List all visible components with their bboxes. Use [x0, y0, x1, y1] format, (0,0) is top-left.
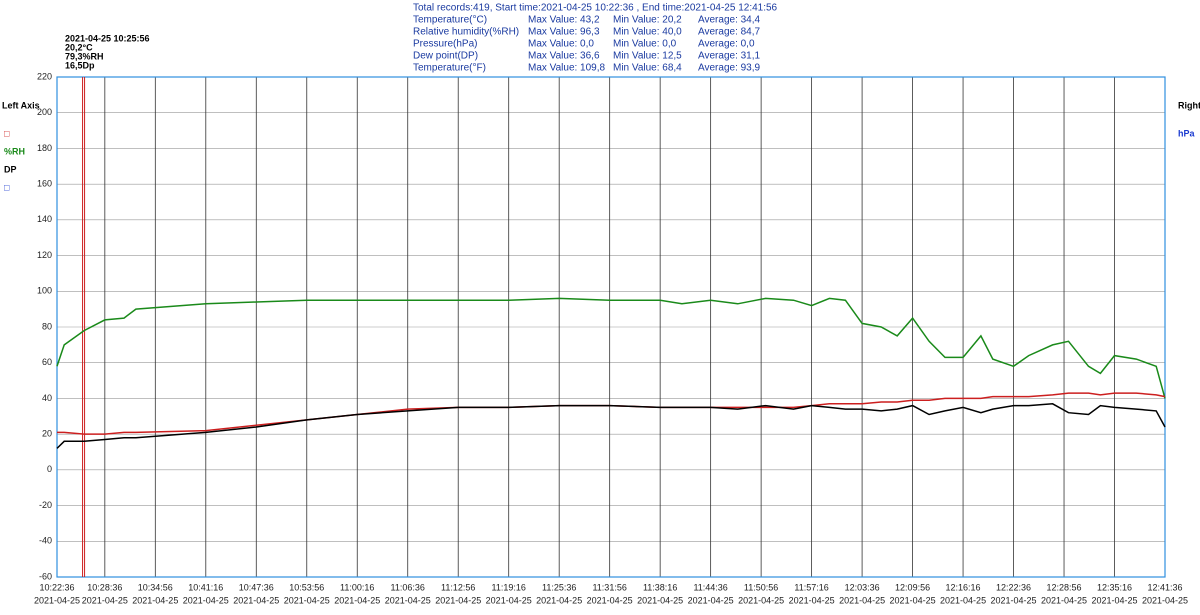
stat-text: Max Value: 0,0 [528, 39, 594, 50]
y-tick-label: 200 [37, 107, 52, 117]
x-tick-label: 10:53:56 [289, 582, 324, 592]
x-tick-label: 11:44:36 [693, 582, 727, 592]
x-tick-date: 2021-04-25 [82, 595, 128, 605]
x-tick-label: 11:50:56 [744, 582, 778, 592]
left-axis-item: □ [4, 128, 10, 138]
y-tick-label: 160 [37, 179, 52, 189]
cursor-time: 2021-04-25 10:25:56 [65, 33, 150, 43]
stat-text: Max Value: 96,3 [528, 27, 600, 38]
stat-text: Pressure(hPa) [413, 39, 477, 50]
x-tick-label: 11:25:36 [542, 582, 576, 592]
x-tick-date: 2021-04-25 [1142, 595, 1188, 605]
plot-frame [56, 76, 1166, 578]
x-tick-label: 11:06:36 [391, 582, 425, 592]
stat-text: Average: 31,1 [698, 51, 761, 62]
y-tick-label: 80 [42, 321, 52, 331]
y-tick-label: -20 [39, 500, 52, 510]
x-tick-date: 2021-04-25 [435, 595, 481, 605]
stat-text: Average: 93,9 [698, 63, 761, 74]
x-tick-date: 2021-04-25 [890, 595, 936, 605]
x-tick-label: 12:35:16 [1097, 582, 1132, 592]
x-tick-date: 2021-04-25 [284, 595, 330, 605]
x-tick-label: 10:47:36 [239, 582, 274, 592]
x-tick-date: 2021-04-25 [334, 595, 380, 605]
x-tick-label: 12:28:56 [1047, 582, 1082, 592]
y-tick-label: 140 [37, 214, 52, 224]
x-tick-date: 2021-04-25 [587, 595, 633, 605]
x-tick-label: 12:16:16 [946, 582, 981, 592]
y-tick-label: 180 [37, 143, 52, 153]
x-tick-label: 12:03:36 [845, 582, 880, 592]
stat-text: Relative humidity(%RH) [413, 27, 519, 38]
x-tick-date: 2021-04-25 [688, 595, 734, 605]
x-tick-label: 10:28:36 [87, 582, 122, 592]
x-tick-date: 2021-04-25 [738, 595, 784, 605]
x-tick-date: 2021-04-25 [637, 595, 683, 605]
x-tick-date: 2021-04-25 [536, 595, 582, 605]
x-tick-label: 10:34:56 [138, 582, 173, 592]
stat-text: Average: 84,7 [698, 27, 761, 38]
y-tick-label: 60 [42, 357, 52, 367]
x-tick-label: 11:38:16 [643, 582, 677, 592]
x-tick-date: 2021-04-25 [991, 595, 1037, 605]
x-tick-date: 2021-04-25 [486, 595, 532, 605]
left-axis-item: %RH [4, 146, 25, 156]
x-tick-label: 10:22:36 [39, 582, 74, 592]
y-tick-label: -40 [39, 536, 52, 546]
stat-text: Dew point(DP) [413, 51, 478, 62]
x-tick-label: 12:41:36 [1147, 582, 1182, 592]
x-tick-date: 2021-04-25 [1091, 595, 1137, 605]
stat-text: Max Value: 43,2 [528, 15, 600, 26]
stat-text: Temperature(°C) [413, 15, 487, 26]
right-axis-title: Right Axis [1178, 100, 1200, 110]
right-axis-item: hPa [1178, 128, 1196, 138]
stat-text: Average: 34,4 [698, 15, 761, 26]
stat-text: Max Value: 36,6 [528, 51, 600, 62]
left-axis-title: Left Axis [2, 100, 40, 110]
x-tick-label: 11:00:16 [340, 582, 374, 592]
cursor-temperature: 20,2°C [65, 42, 93, 52]
y-tick-label: 100 [37, 286, 52, 296]
x-tick-date: 2021-04-25 [1041, 595, 1087, 605]
x-tick-date: 2021-04-25 [34, 595, 80, 605]
x-tick-date: 2021-04-25 [385, 595, 431, 605]
x-tick-date: 2021-04-25 [183, 595, 229, 605]
y-tick-label: 220 [37, 71, 52, 81]
x-tick-label: 11:19:16 [492, 582, 526, 592]
x-tick-label: 11:12:56 [441, 582, 475, 592]
series-line [56, 403, 1166, 449]
summary: Total records:419, Start time:2021-04-25… [413, 3, 778, 14]
stat-text: Min Value: 0,0 [613, 39, 677, 50]
stat-text: Max Value: 109,8 [528, 63, 606, 74]
stat-text: Temperature(°F) [413, 63, 486, 74]
x-tick-label: 11:31:56 [592, 582, 626, 592]
x-tick-date: 2021-04-25 [789, 595, 835, 605]
x-tick-label: 12:22:36 [996, 582, 1031, 592]
y-tick-label: 40 [42, 393, 52, 403]
cursor-humidity: 79,3%RH [65, 51, 104, 61]
left-axis-item: □ [4, 182, 10, 192]
x-tick-date: 2021-04-25 [233, 595, 279, 605]
x-tick-label: 11:57:16 [794, 582, 828, 592]
stat-text: Min Value: 40,0 [613, 27, 682, 38]
y-tick-label: 0 [47, 464, 52, 474]
stat-text: Average: 0,0 [698, 39, 755, 50]
y-tick-label: 20 [42, 429, 52, 439]
x-tick-label: 12:09:56 [895, 582, 930, 592]
x-tick-date: 2021-04-25 [132, 595, 178, 605]
cursor-dew-point: 16,5Dp [65, 60, 95, 70]
stat-text: Min Value: 20,2 [613, 15, 682, 26]
stat-text: Min Value: 68,4 [613, 63, 682, 74]
y-tick-label: -60 [39, 571, 52, 581]
x-tick-date: 2021-04-25 [940, 595, 986, 605]
stat-text: Min Value: 12,5 [613, 51, 682, 62]
series-line [56, 297, 1166, 399]
left-axis-item: DP [4, 164, 17, 174]
y-tick-label: 120 [37, 250, 52, 260]
x-tick-label: 10:41:16 [188, 582, 223, 592]
x-tick-date: 2021-04-25 [839, 595, 885, 605]
